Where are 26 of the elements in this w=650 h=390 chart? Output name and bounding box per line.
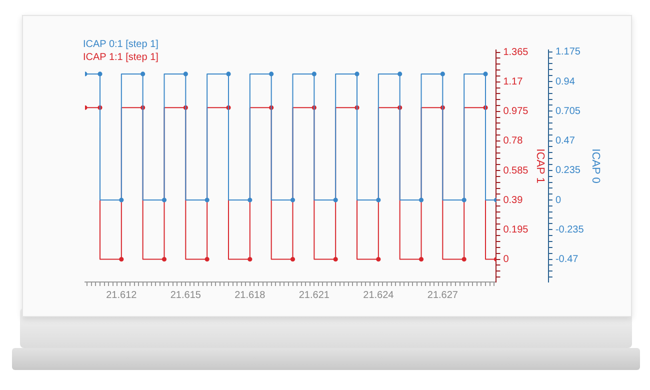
- x-tick-label: 21.612: [106, 290, 138, 301]
- y2-tick-label: 0.705: [555, 106, 581, 117]
- y2-tick-label: 0: [555, 194, 562, 206]
- y-axis-title: ICAP 1: [534, 148, 546, 184]
- x-tick-label: 21.618: [234, 290, 266, 301]
- x-tick-label: 21.615: [170, 290, 202, 301]
- x-tick-label: 21.627: [427, 290, 458, 301]
- y2-tick-label: -0.235: [555, 224, 584, 236]
- y2-tick-label: 1.175: [555, 46, 581, 58]
- x-tick-label: 21.624: [363, 290, 394, 301]
- x-tick-label: 21.621: [298, 290, 330, 301]
- y-tick-label: 0.39: [503, 194, 524, 206]
- y-tick-label: 0.975: [503, 106, 529, 118]
- y-tick-label: 0.78: [503, 136, 524, 147]
- y2-tick-label: -0.47: [555, 254, 579, 266]
- y-tick-label: 0.585: [503, 165, 529, 176]
- y2-tick-label: 0.47: [555, 136, 576, 147]
- y2-tick-label: 0.94: [555, 76, 576, 88]
- text: ICAP 1:1 [step 1]: [83, 51, 158, 64]
- y-tick-label: 1.365: [503, 47, 529, 58]
- y-tick-label: 1.17: [503, 76, 524, 88]
- y2-tick-label: 0.235: [555, 165, 581, 176]
- y2-axis-title: ICAP 0: [589, 148, 602, 184]
- y-tick-label: 0.195: [503, 224, 529, 236]
- text: ICAP 0:1 [step 1]: [83, 38, 158, 51]
- y-tick-label: 0: [503, 254, 510, 266]
